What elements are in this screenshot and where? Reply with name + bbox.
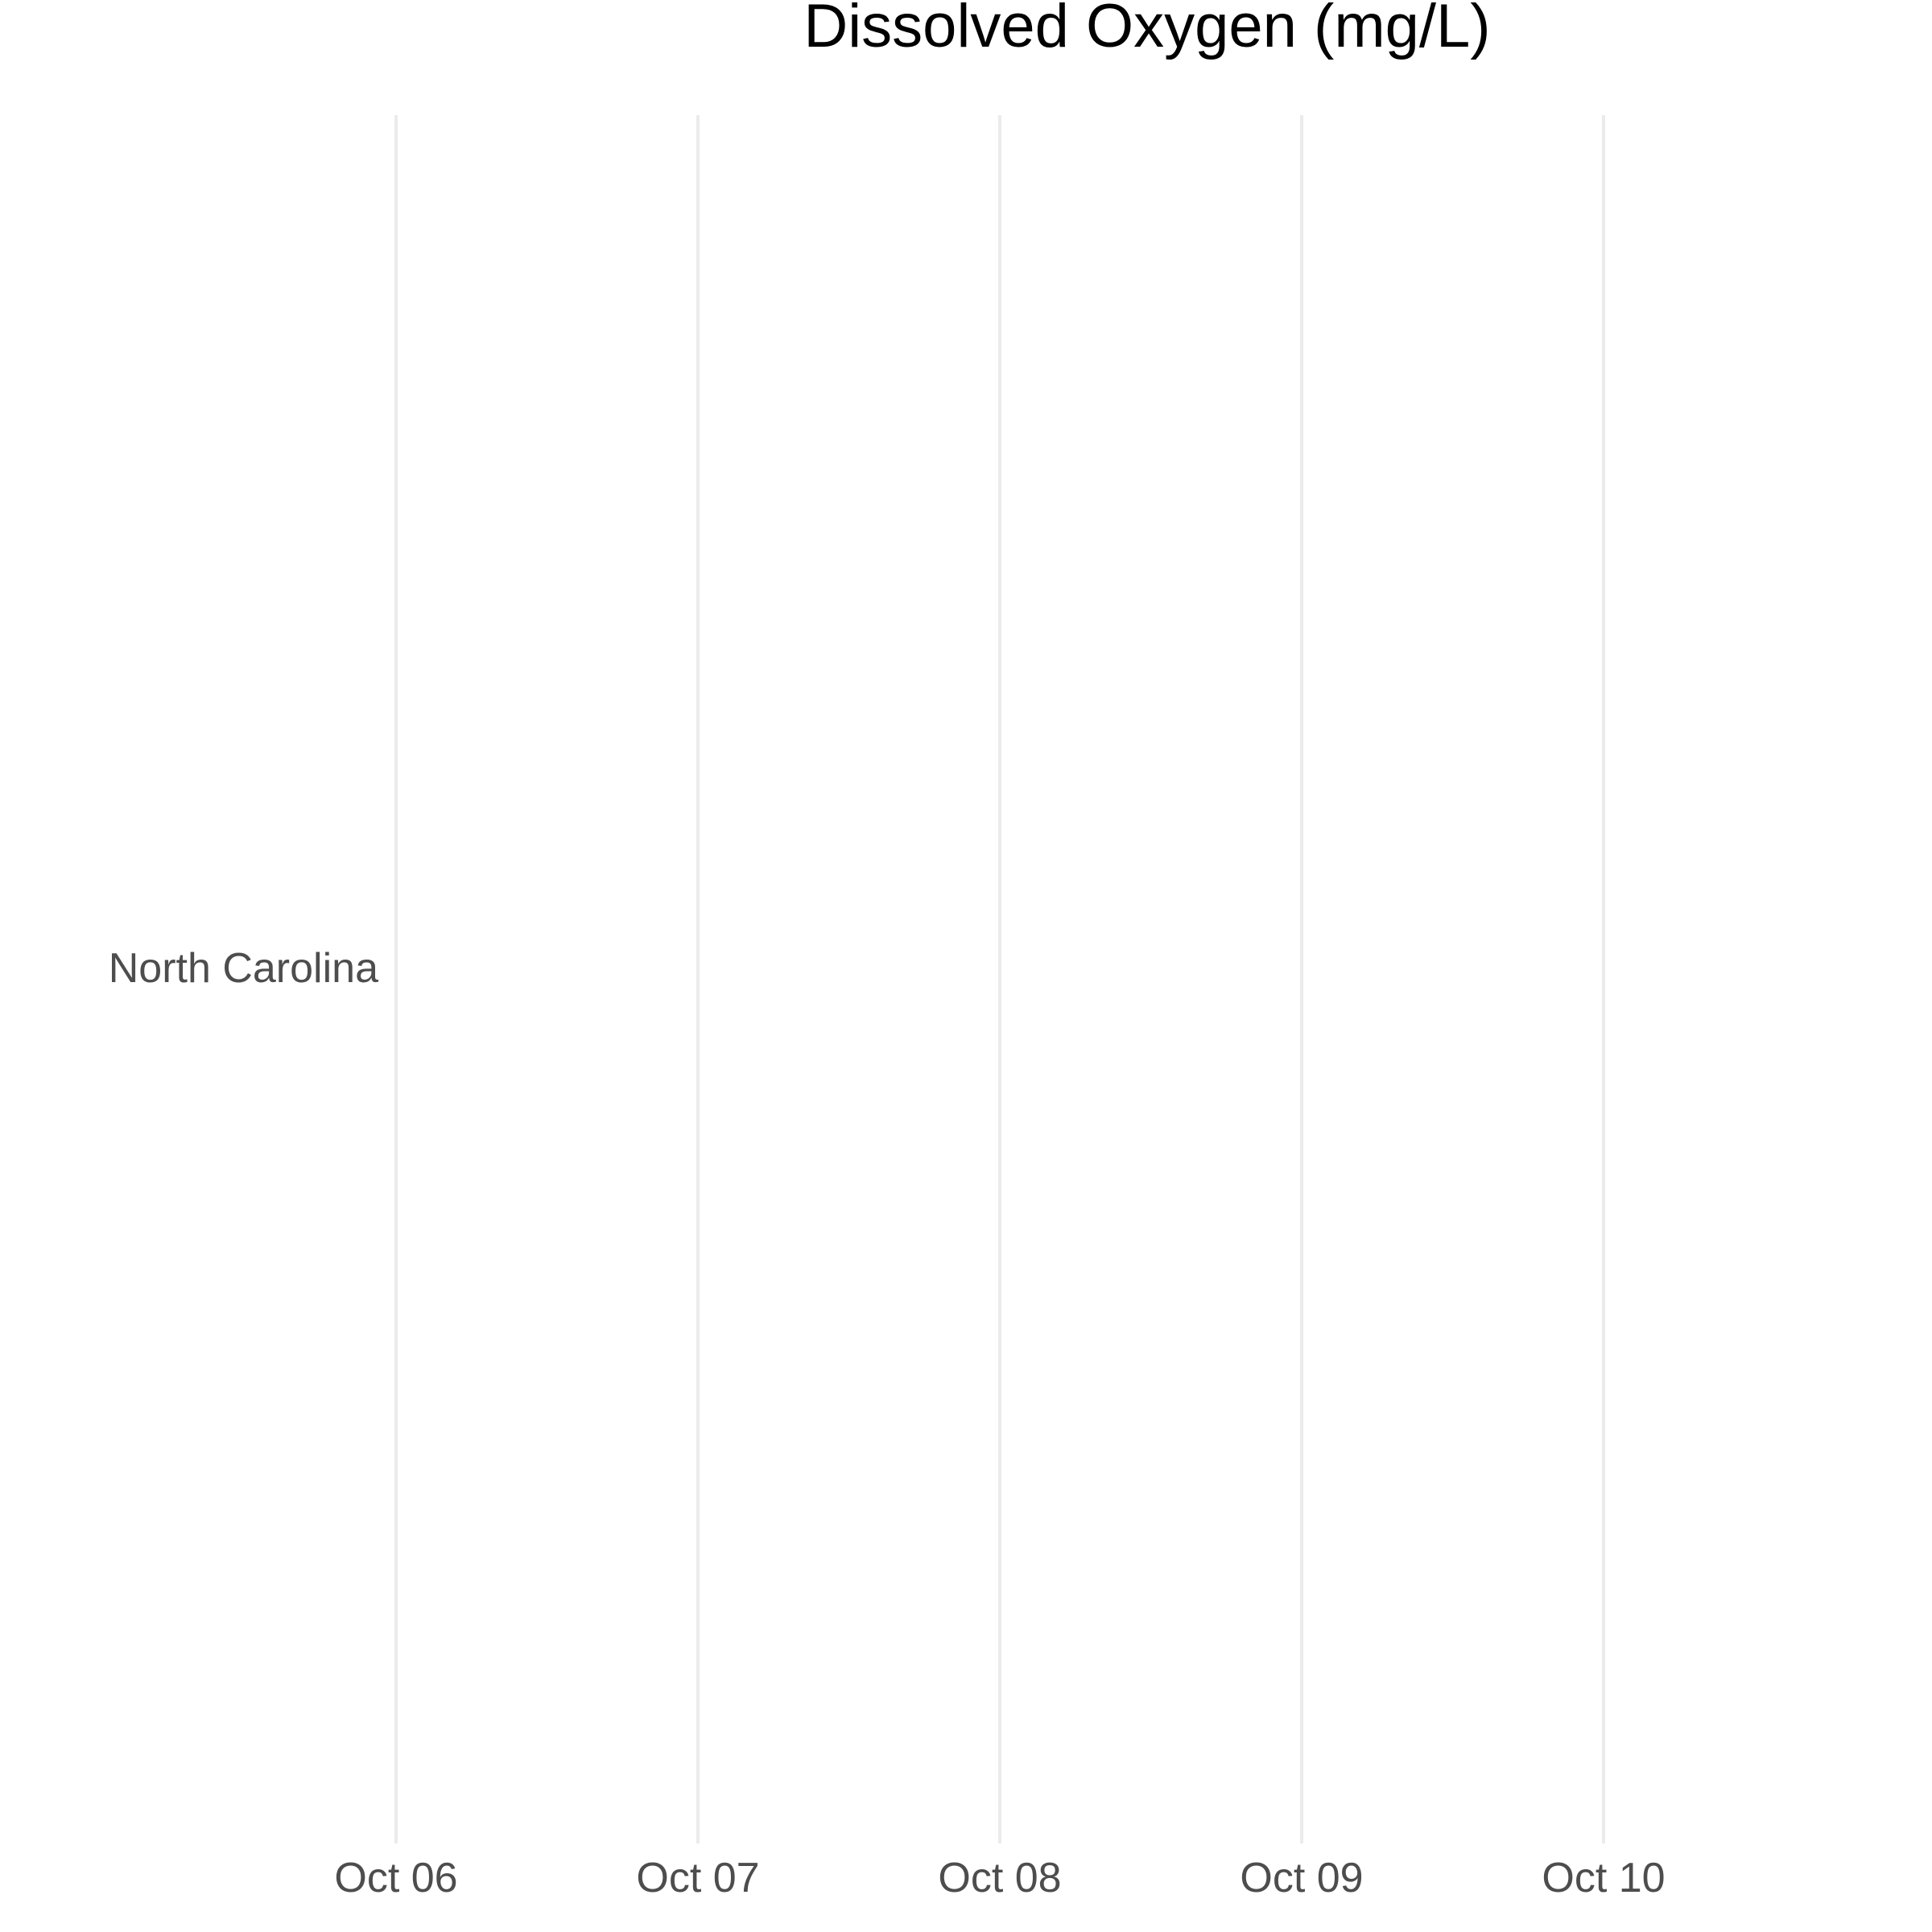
x-tick-label: Oct 06 <box>334 1855 457 1901</box>
x-tick-label: Oct 10 <box>1542 1855 1665 1901</box>
grid-layer <box>394 115 1605 1843</box>
y-tick-layer: North Carolina <box>109 945 378 992</box>
x-tick-label: Oct 08 <box>938 1855 1061 1901</box>
x-tick-layer: Oct 06 Oct 07 Oct 08 Oct 09 Oct 10 <box>334 1855 1665 1901</box>
chart-title: Dissolved Oxygen (mg/L) <box>803 0 1490 60</box>
y-tick-label: North Carolina <box>109 945 378 992</box>
x-tick-label: Oct 09 <box>1240 1855 1363 1901</box>
x-tick-label: Oct 07 <box>636 1855 759 1901</box>
